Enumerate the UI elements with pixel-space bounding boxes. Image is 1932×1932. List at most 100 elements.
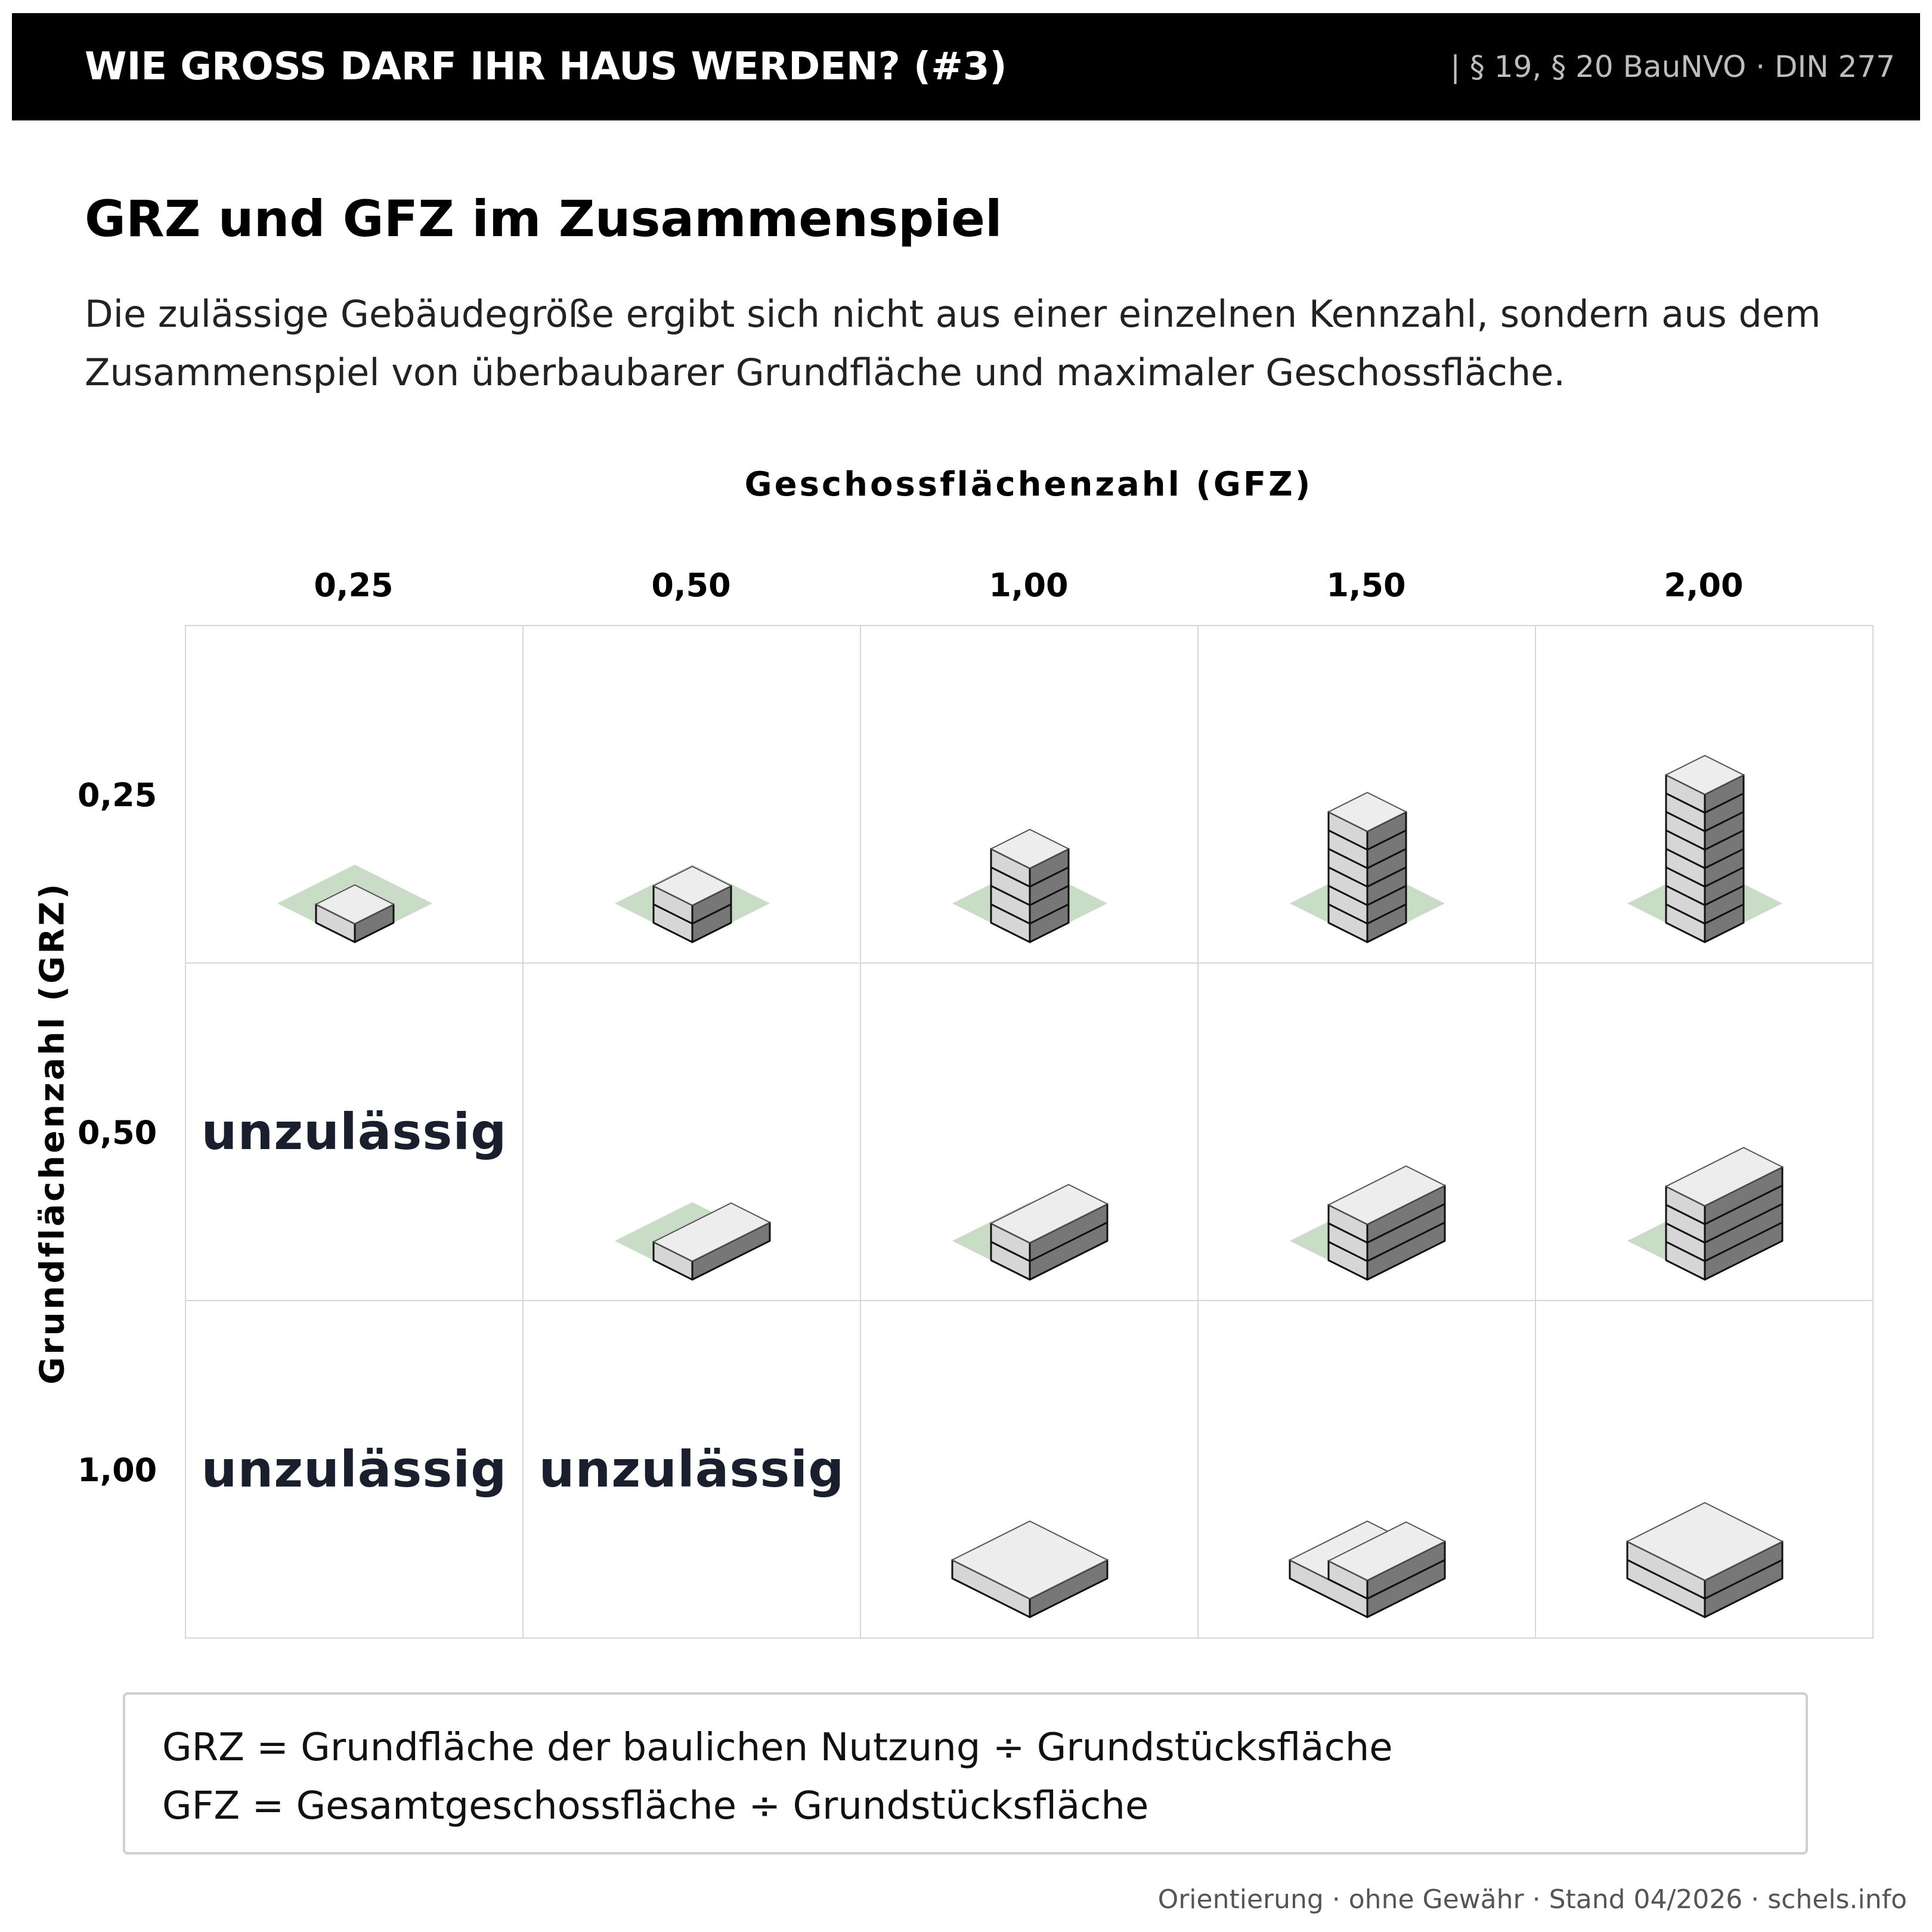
building-floor-line: [1665, 866, 1705, 888]
intro-text: Die zulässige Gebäudegröße ergibt sich n…: [85, 285, 1874, 402]
intro-line-1: Die zulässige Gebäudegröße ergibt sich n…: [85, 292, 1821, 336]
matrix-cell: [860, 962, 1199, 1301]
building-illustration: [1627, 1147, 1784, 1281]
building-roof: [653, 1202, 770, 1262]
row-header-1: 0,25: [78, 776, 157, 814]
building-roof: [315, 884, 394, 924]
building-floor-line: [990, 866, 1030, 888]
building-roof: [1665, 1147, 1783, 1206]
matrix-cell: [1535, 1300, 1874, 1639]
building-floor-line: [1665, 1241, 1705, 1262]
building-floor-line: [1704, 1184, 1783, 1225]
building-floor-line: [1704, 1203, 1783, 1244]
matrix-cell: [522, 625, 861, 964]
building-floor-line: [1328, 1241, 1368, 1262]
matrix-cell: [1197, 1300, 1536, 1639]
building-roof: [952, 1521, 1108, 1599]
header-bar: WIE GROSS DARF IHR HAUS WERDEN? (#3) | §…: [12, 13, 1920, 120]
matrix-cell: [860, 1300, 1199, 1639]
not-allowed-label: unzulässig: [201, 1103, 507, 1161]
building-roof: [653, 866, 732, 906]
building-floor-line: [1328, 885, 1368, 906]
building-floor-line: [990, 903, 1030, 925]
matrix-cell: [1197, 962, 1536, 1301]
matrix-cell: unzulässig: [185, 1300, 524, 1639]
building-roof: [1627, 1502, 1783, 1581]
section-title: GRZ und GFZ im Zusammenspiel: [85, 190, 1002, 248]
building-upper-roof: [1328, 1521, 1445, 1581]
building-floor-line: [1328, 903, 1368, 925]
building-illustration: [277, 865, 432, 943]
building-floor-line: [1704, 885, 1744, 906]
building-illustration: [1289, 1521, 1446, 1618]
building-floor-line: [1367, 829, 1407, 851]
legend-line-gfz: GFZ = Gesamtgeschossfläche ÷ Grundstücks…: [162, 1784, 1149, 1828]
building-floor-line: [1029, 903, 1069, 925]
building-floor-line: [1665, 1204, 1705, 1225]
building-floor-line: [1704, 829, 1744, 851]
building-illustration: [1290, 1165, 1446, 1281]
building-illustration: [952, 829, 1107, 943]
column-header-2: 0,50: [651, 566, 731, 604]
building-floor-line: [692, 903, 732, 925]
building-floor-line: [1665, 829, 1705, 851]
matrix-cell: [1535, 625, 1874, 964]
not-allowed-label: unzulässig: [538, 1440, 845, 1498]
y-axis-label: Grundflächenzahl (GRZ): [33, 881, 72, 1385]
building-floor-line: [1665, 885, 1705, 906]
matrix-cell: [860, 625, 1199, 964]
matrix-cell: unzulässig: [522, 1300, 861, 1639]
legend-line-grz: GRZ = Grundfläche der baulichen Nutzung …: [162, 1726, 1393, 1770]
building-floor-line: [1367, 885, 1407, 906]
header-reference: | § 19, § 20 BauNVO · DIN 277: [1450, 49, 1895, 84]
header-title: WIE GROSS DARF IHR HAUS WERDEN? (#3): [85, 45, 1007, 89]
building-floor-line: [1704, 848, 1744, 869]
building-illustration: [1626, 1502, 1784, 1618]
building-floor-line: [1328, 866, 1368, 888]
building-illustration: [951, 1521, 1109, 1618]
row-header-2: 0,50: [78, 1114, 157, 1151]
building-illustration: [1627, 755, 1782, 943]
building-illustration: [615, 865, 770, 943]
building-floor-line: [1704, 792, 1744, 814]
column-header-5: 2,00: [1664, 566, 1744, 604]
building-illustration: [1290, 792, 1445, 943]
building-floor-line: [1367, 1221, 1445, 1262]
building-illustration: [952, 1184, 1109, 1281]
formula-legend: GRZ = Grundfläche der baulichen Nutzung …: [123, 1692, 1808, 1854]
building-floor-line: [653, 903, 693, 925]
building-roof: [1328, 1165, 1445, 1225]
building-floor-line: [1665, 1222, 1705, 1244]
building-floor-line: [1328, 829, 1368, 851]
building-floor-line: [1665, 848, 1705, 869]
building-floor-line: [1367, 903, 1407, 925]
building-floor-line: [1367, 866, 1407, 888]
matrix-cell: [185, 625, 524, 964]
matrix-cell: unzulässig: [185, 962, 524, 1301]
building-floor-line: [990, 885, 1030, 906]
x-axis-label: Geschossflächenzahl (GFZ): [744, 465, 1313, 504]
building-roof: [1328, 792, 1407, 832]
building-roof: [1665, 755, 1744, 795]
building-floor-line: [1665, 903, 1705, 925]
building-floor-line: [1029, 885, 1069, 906]
not-allowed-label: unzulässig: [201, 1440, 507, 1498]
building-floor-line: [1367, 1203, 1445, 1244]
column-header-4: 1,50: [1326, 566, 1406, 604]
matrix-cell: [1535, 962, 1874, 1301]
building-floor-line: [1704, 811, 1744, 832]
building-floor-line: [1704, 1559, 1783, 1600]
intro-line-2: Zusammenspiel von überbaubarer Grundfläc…: [85, 351, 1565, 394]
building-floor-line: [1029, 1221, 1108, 1262]
building-floor-line: [1665, 811, 1705, 832]
building-floor-line: [1665, 792, 1705, 814]
building-roof: [990, 829, 1069, 869]
building-floor-line: [1704, 903, 1744, 925]
building-roof: [990, 1184, 1108, 1243]
building-floor-line: [1704, 866, 1744, 888]
row-header-3: 1,00: [78, 1451, 157, 1489]
column-header-3: 1,00: [989, 566, 1069, 604]
footer-note: Orientierung · ohne Gewähr · Stand 04/20…: [1157, 1884, 1907, 1915]
building-floor-line: [1328, 848, 1368, 869]
building-floor-line: [1328, 1222, 1368, 1244]
